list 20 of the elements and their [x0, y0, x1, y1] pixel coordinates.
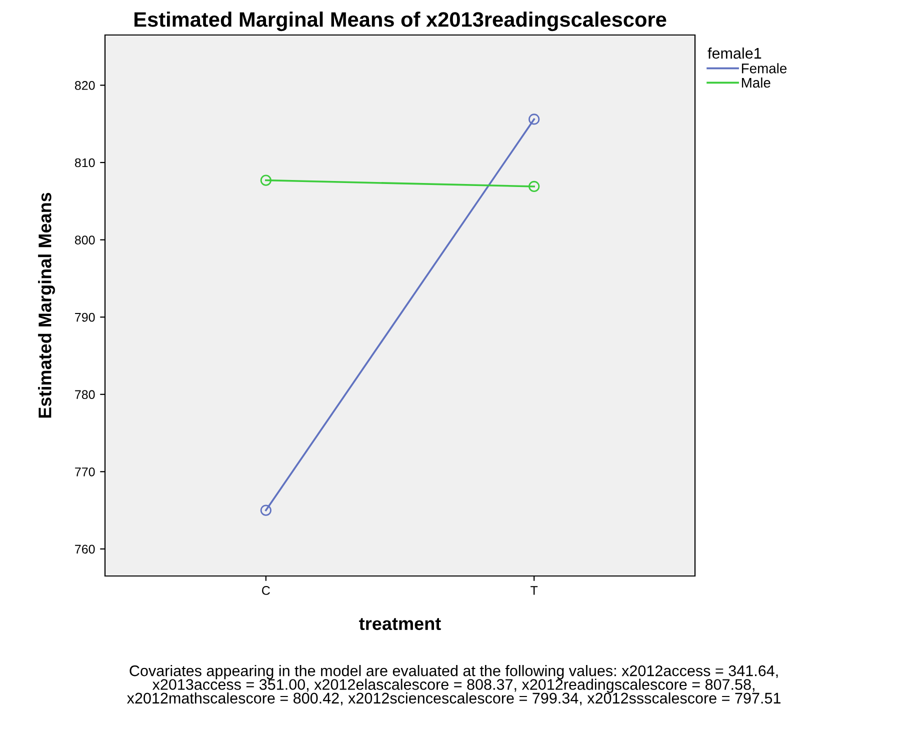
point — [260, 174, 272, 186]
x-axis-title: treatment — [359, 618, 441, 630]
y-tick-label: 820 — [74, 81, 95, 90]
y-tick-label: 810 — [74, 158, 95, 168]
text: Covariates appearing in the model are evaluated at the following values: x2012access = 341.64, x2013access = 351.00, x2012elascalescore = 808.37, x2012readingscalescore = 807.58, x2012mathscalescore = 800.42, x2012sciencescalescore = 799.34, x2012ssscalescore = 797.51 — [126, 665, 780, 706]
point — [260, 504, 272, 516]
legend-title: female1 — [708, 48, 762, 59]
point — [528, 114, 540, 125]
x-tick-label: C — [262, 586, 270, 595]
legend-label: Male — [742, 77, 770, 88]
legend-label: Female — [742, 63, 787, 74]
y-tick-label: 790 — [75, 312, 95, 322]
y-axis-title: Estimated Marginal Means — [38, 192, 55, 418]
y-tick-label: 800 — [74, 236, 95, 244]
y-tick-label: 760 — [75, 544, 95, 554]
chart-title: Estimated Marginal Means of x2013readingscalescore — [134, 12, 666, 32]
y-tick-label: 770 — [75, 467, 95, 476]
point — [528, 180, 540, 192]
x-tick-label: T — [530, 586, 538, 595]
y-tick-label: 780 — [75, 390, 95, 400]
